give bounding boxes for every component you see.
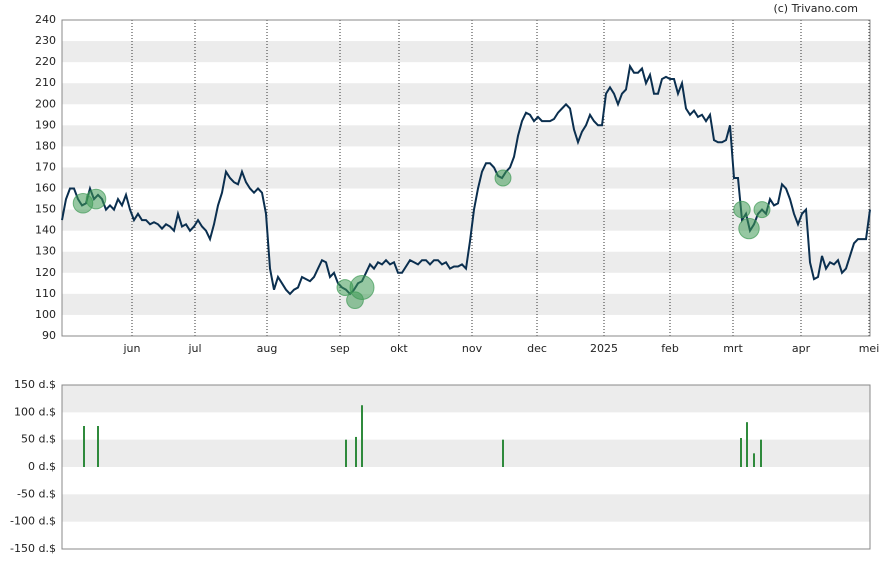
y-tick-label: 200 bbox=[35, 97, 56, 110]
x-tick-label: jun bbox=[123, 342, 141, 355]
grid-band bbox=[62, 293, 870, 315]
x-tick-label: mrt bbox=[723, 342, 743, 355]
y-tick-label: 240 bbox=[35, 13, 56, 26]
x-tick-label: apr bbox=[792, 342, 811, 355]
x-tick-label: sep bbox=[330, 342, 349, 355]
y-tick-label: 210 bbox=[35, 76, 56, 89]
x-tick-label: aug bbox=[257, 342, 278, 355]
dividend-bubble bbox=[733, 200, 751, 219]
y-tick-label: 190 bbox=[35, 118, 56, 131]
dividend-bubble bbox=[753, 201, 771, 219]
dividend-bar bbox=[345, 439, 347, 467]
y-tick-label: 180 bbox=[35, 139, 56, 152]
y-tick-label: 170 bbox=[35, 160, 56, 173]
grid-band bbox=[62, 83, 870, 105]
price-line bbox=[61, 63, 871, 296]
dividend-bubble bbox=[494, 169, 512, 187]
dividend-bubble bbox=[85, 188, 107, 210]
dividend-bar bbox=[355, 436, 357, 467]
x-tick-label: 2025 bbox=[590, 342, 618, 355]
grid-band bbox=[62, 167, 870, 189]
dividend-bar bbox=[746, 422, 748, 467]
y-tick-label: 140 bbox=[35, 224, 56, 237]
y-tick-label: -150 d.$ bbox=[10, 542, 56, 555]
y-tick-label: 110 bbox=[35, 287, 56, 300]
dividend-bar bbox=[753, 453, 755, 467]
y-tick-label: 160 bbox=[35, 182, 56, 195]
x-tick-label: jul bbox=[187, 342, 201, 355]
grid-band bbox=[62, 209, 870, 231]
grid-band bbox=[62, 41, 870, 63]
grid-band bbox=[62, 494, 870, 522]
y-tick-label: 130 bbox=[35, 245, 56, 258]
grid-band bbox=[62, 125, 870, 147]
dividend-bar bbox=[361, 405, 363, 467]
dividend-bubble bbox=[349, 275, 375, 301]
dividend-bar bbox=[760, 439, 762, 467]
dividend-bubble bbox=[738, 217, 760, 240]
y-tick-label: 150 d.$ bbox=[14, 378, 56, 391]
grid-band bbox=[62, 385, 870, 413]
x-tick-label: feb bbox=[661, 342, 679, 355]
credit: (c) Trivano.com bbox=[773, 2, 858, 15]
x-tick-label: mei bbox=[859, 342, 880, 355]
y-tick-label: 50 d.$ bbox=[21, 433, 56, 446]
y-tick-label: 0 d.$ bbox=[28, 460, 56, 473]
y-tick-label: 120 bbox=[35, 266, 56, 279]
dividend-bar bbox=[502, 439, 504, 467]
x-tick-label: dec bbox=[527, 342, 547, 355]
y-tick-label: 220 bbox=[35, 55, 56, 68]
y-tick-label: -100 d.$ bbox=[10, 515, 56, 528]
x-tick-label: okt bbox=[390, 342, 408, 355]
plot-frame bbox=[61, 19, 871, 337]
y-tick-label: 100 bbox=[35, 308, 56, 321]
dividend-bar bbox=[97, 426, 99, 467]
x-tick-label: nov bbox=[462, 342, 483, 355]
y-tick-label: 90 bbox=[42, 329, 56, 342]
dividend-bar bbox=[740, 438, 742, 467]
dividend-bar bbox=[83, 426, 85, 467]
plot-frame bbox=[61, 384, 871, 550]
y-tick-label: 150 bbox=[35, 203, 56, 216]
grid-band bbox=[62, 439, 870, 467]
y-tick-label: 230 bbox=[35, 34, 56, 47]
y-tick-label: 100 d.$ bbox=[14, 405, 56, 418]
y-tick-label: -50 d.$ bbox=[17, 487, 56, 500]
